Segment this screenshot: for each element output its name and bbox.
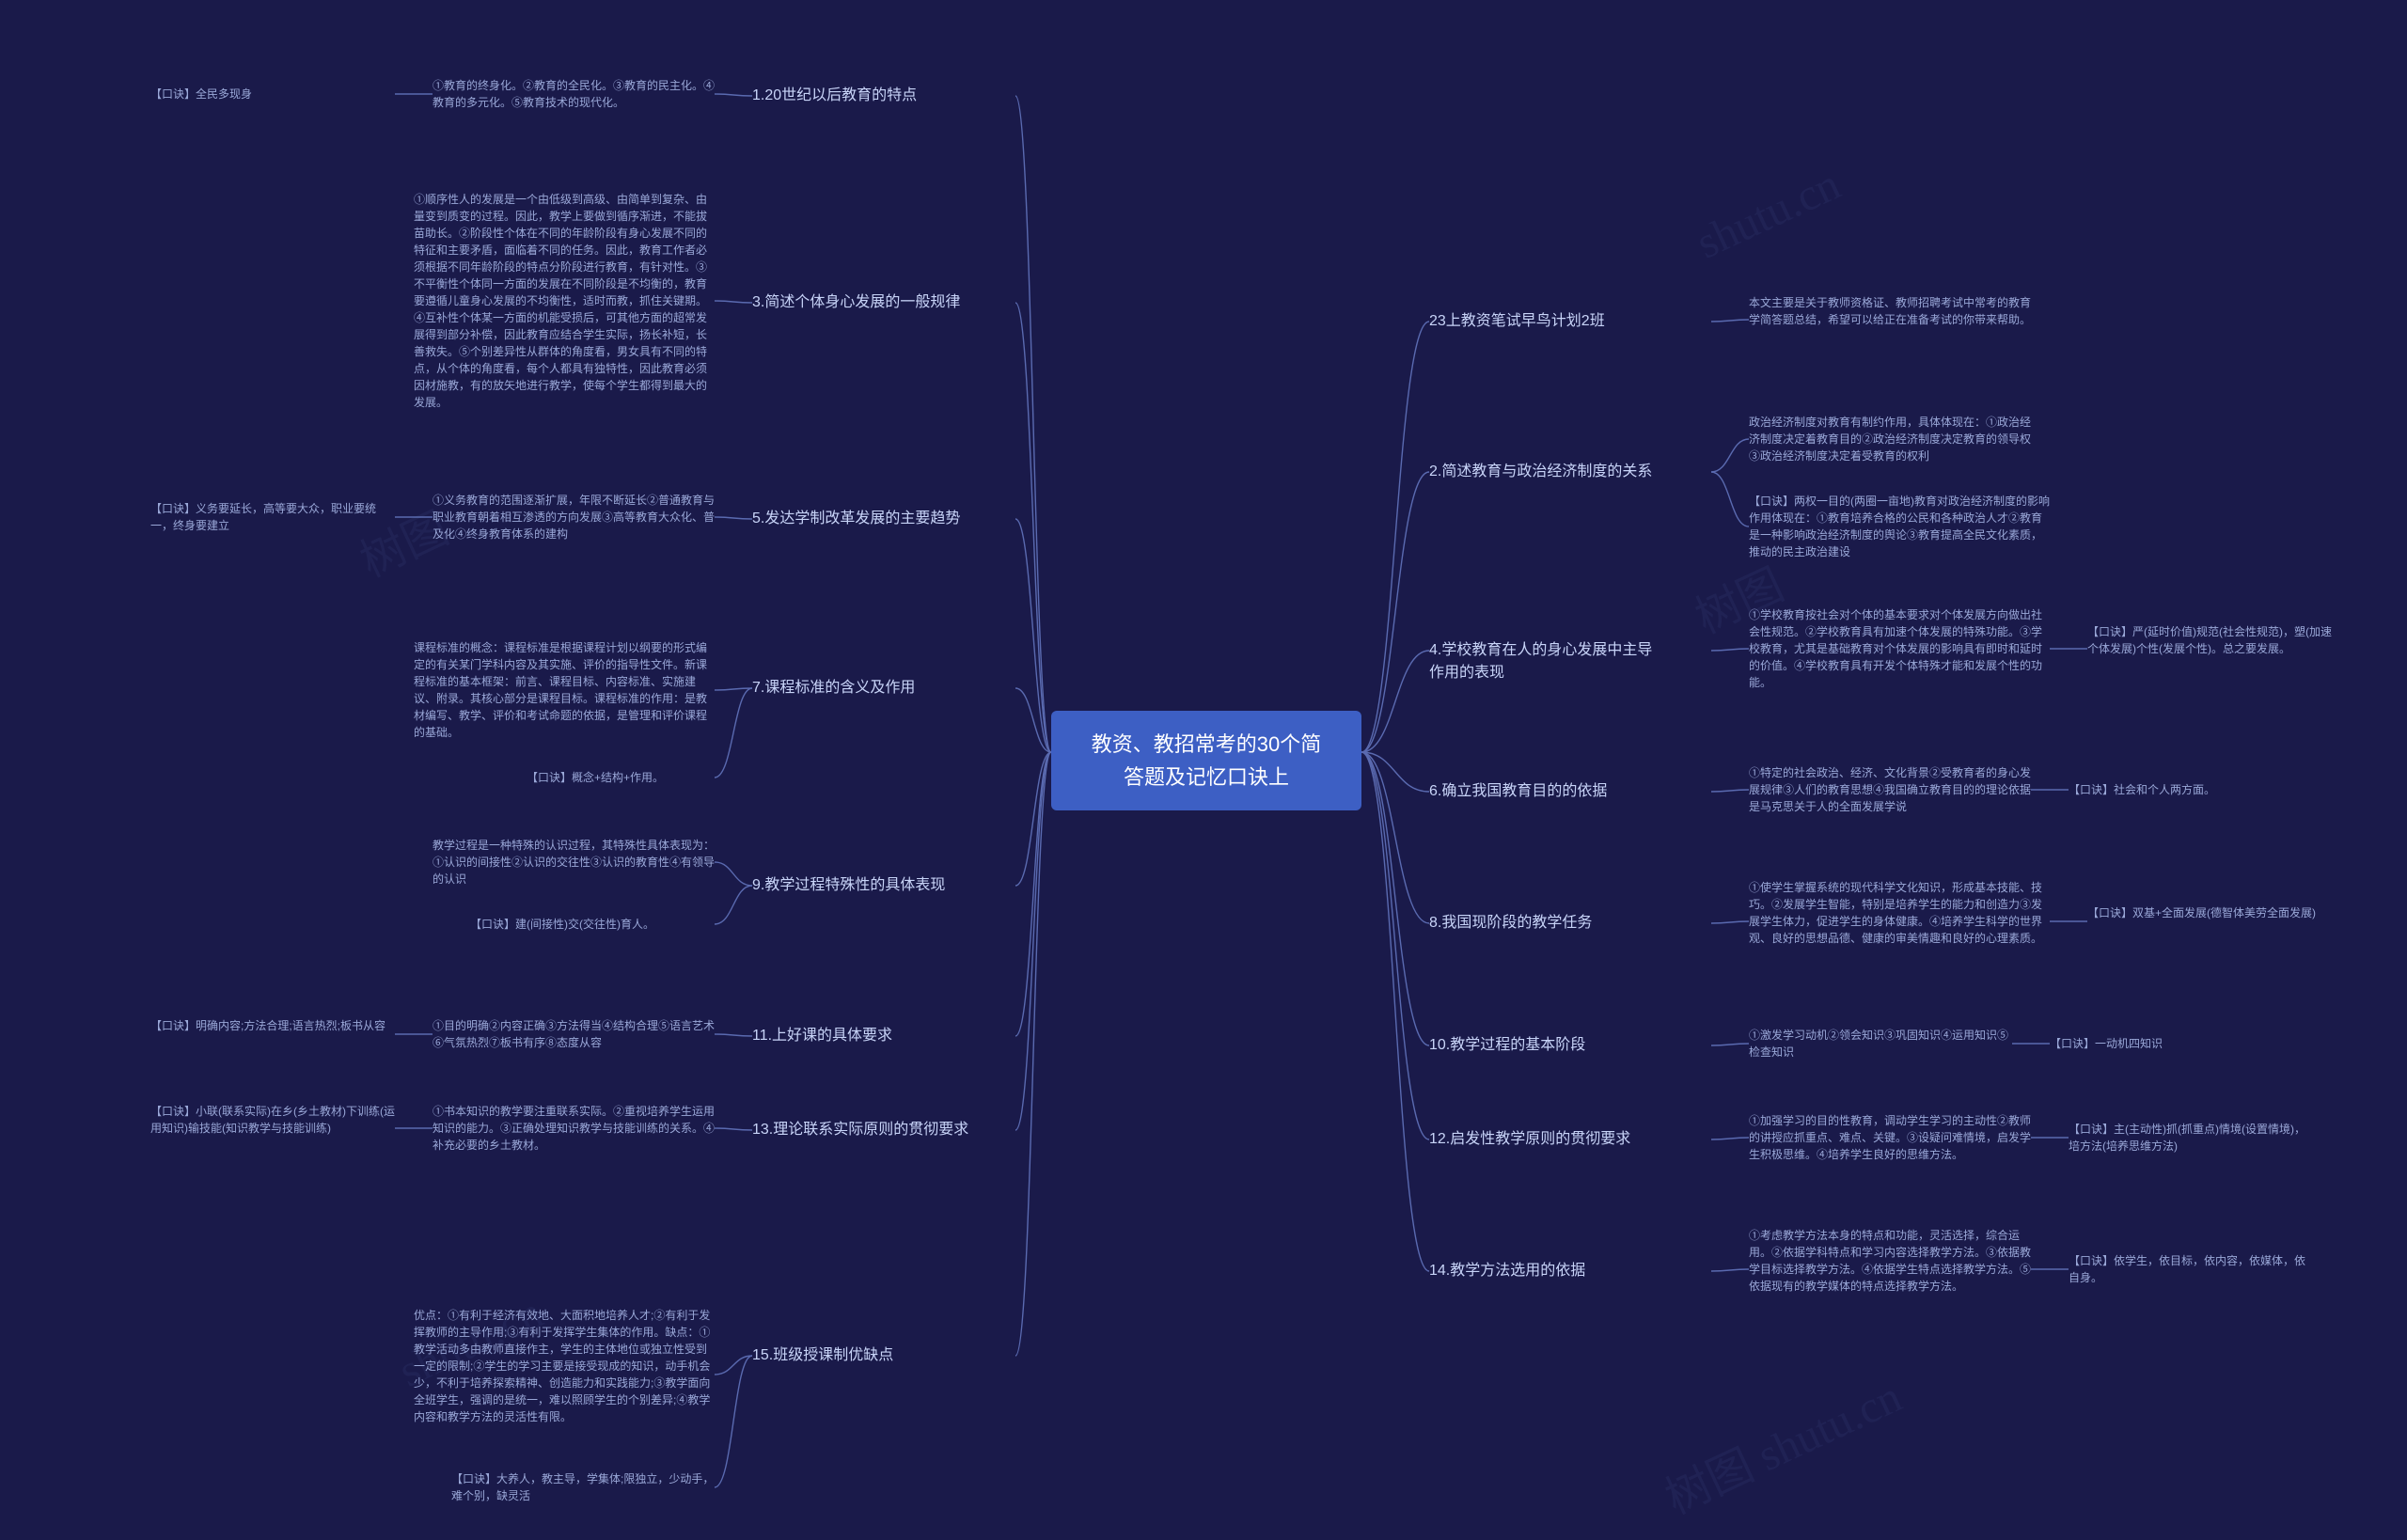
topic-r2: 2.简述教育与政治经济制度的关系 — [1429, 461, 1711, 483]
topic-l7: 7.课程标准的含义及作用 — [752, 677, 1015, 699]
leaf-r8-0: ①使学生掌握系统的现代科学文化知识，形成基本技能、技巧。②发展学生智能，特别是培… — [1749, 879, 2050, 947]
topic-l5: 5.发达学制改革发展的主要趋势 — [752, 508, 1015, 530]
leaf-l7-1: 【口诀】概念+结构+作用。 — [527, 769, 715, 786]
topic-l11: 11.上好课的具体要求 — [752, 1025, 1015, 1047]
leaf-l1-0: ①教育的终身化。②教育的全民化。③教育的民主化。④教育的多元化。⑤教育技术的现代… — [433, 77, 715, 111]
leaf-l11-0: ①目的明确②内容正确③方法得当④结构合理⑤语言艺术⑥气氛热烈⑦板书有序⑧态度从容 — [433, 1017, 715, 1051]
tip-r12-0: 【口诀】主(主动性)抓(抓重点)情境(设置情境)，培方法(培养思维方法) — [2069, 1121, 2313, 1155]
tip-l11-0: 【口诀】明确内容;方法合理;语言热烈;板书从容 — [150, 1017, 395, 1034]
leaf-r4-0: ①学校教育按社会对个体的基本要求对个体发展方向做出社会性规范。②学校教育具有加速… — [1749, 606, 2050, 691]
topic-r23: 23上教资笔试早鸟计划2班 — [1429, 310, 1711, 333]
topic-r10: 10.教学过程的基本阶段 — [1429, 1034, 1711, 1057]
leaf-l3-0: ①顺序性人的发展是一个由低级到高级、由简单到复杂、由量变到质变的过程。因此，教学… — [414, 191, 715, 411]
tip-l13-0: 【口诀】小联(联系实际)在乡(乡土教材)下训练(运用知识)输技能(知识教学与技能… — [150, 1103, 395, 1137]
topic-l3: 3.简述个体身心发展的一般规律 — [752, 291, 1015, 314]
leaf-r10-0: ①激发学习动机②领会知识③巩固知识④运用知识⑤检查知识 — [1749, 1027, 2012, 1061]
leaf-l15-0: 优点：①有利于经济有效地、大面积地培养人才;②有利于发挥教师的主导作用;③有利于… — [414, 1307, 715, 1425]
leaf-r12-0: ①加强学习的目的性教育，调动学生学习的主动性②教师的讲授应抓重点、难点、关键。③… — [1749, 1112, 2031, 1163]
topic-r14: 14.教学方法选用的依据 — [1429, 1260, 1711, 1282]
topic-r4: 4.学校教育在人的身心发展中主导 作用的表现 — [1429, 639, 1711, 684]
leaf-l13-0: ①书本知识的教学要注重联系实际。②重视培养学生运用知识的能力。③正确处理知识教学… — [433, 1103, 715, 1154]
topic-l15: 15.班级授课制优缺点 — [752, 1344, 1015, 1367]
topic-l1: 1.20世纪以后教育的特点 — [752, 85, 1015, 107]
watermark: shutu.cn — [1689, 158, 1848, 269]
leaf-l7-0: 课程标准的概念：课程标准是根据课程计划以纲要的形式编定的有关某门学科内容及其实施… — [414, 639, 715, 741]
tip-r10-0: 【口诀】一动机四知识 — [2050, 1035, 2294, 1052]
leaf-r2-0: 政治经济制度对教育有制约作用，具体体现在：①政治经济制度决定着教育目的②政治经济… — [1749, 414, 2031, 464]
topic-l9: 9.教学过程特殊性的具体表现 — [752, 874, 1015, 897]
watermark: 树图 shutu.cn — [1653, 1359, 1911, 1526]
topic-l13: 13.理论联系实际原则的贯彻要求 — [752, 1119, 1015, 1141]
center-topic: 教资、教招常考的30个简 答题及记忆口诀上 — [1051, 711, 1361, 810]
mindmap-canvas: shutu.cn树图树图shutu.cn树图 shutu.cn教资、教招常考的3… — [0, 0, 2407, 1540]
tip-r6-0: 【口诀】社会和个人两方面。 — [2069, 781, 2313, 798]
tip-r14-0: 【口诀】依学生，依目标，依内容，依媒体，依自身。 — [2069, 1252, 2313, 1286]
leaf-r23-0: 本文主要是关于教师资格证、教师招聘考试中常考的教育学简答题总结，希望可以给正在准… — [1749, 294, 2031, 328]
tip-r4-0: 【口诀】严(延时价值)规范(社会性规范)，塑(加速个体发展)个性(发展个性)。总… — [2087, 623, 2332, 657]
leaf-l15-1: 【口诀】大养人，教主导，学集体;限独立，少动手，难个别，缺灵活 — [451, 1470, 715, 1504]
topic-r8: 8.我国现阶段的教学任务 — [1429, 912, 1711, 935]
tip-r8-0: 【口诀】双基+全面发展(德智体美劳全面发展) — [2087, 904, 2332, 921]
leaf-l9-1: 【口诀】建(间接性)交(交往性)育人。 — [470, 916, 715, 933]
tip-l1-0: 【口诀】全民多现身 — [150, 86, 395, 102]
tip-l5-0: 【口诀】义务要延长，高等要大众，职业要统一，终身要建立 — [150, 500, 395, 534]
leaf-r2-1: 【口诀】两权一目的(两圈一亩地)教育对政治经济制度的影响作用体现在：①教育培养合… — [1749, 493, 2050, 560]
leaf-l5-0: ①义务教育的范围逐渐扩展，年限不断延长②普通教育与职业教育朝着相互渗透的方向发展… — [433, 492, 715, 542]
topic-r6: 6.确立我国教育目的的依据 — [1429, 780, 1711, 803]
leaf-r14-0: ①考虑教学方法本身的特点和功能，灵活选择，综合运用。②依据学科特点和学习内容选择… — [1749, 1227, 2031, 1295]
leaf-l9-0: 教学过程是一种特殊的认识过程，其特殊性具体表现为：①认识的间接性②认识的交往性③… — [433, 837, 715, 888]
topic-r12: 12.启发性教学原则的贯彻要求 — [1429, 1128, 1711, 1151]
leaf-r6-0: ①特定的社会政治、经济、文化背景②受教育者的身心发展规律③人们的教育思想④我国确… — [1749, 764, 2031, 815]
